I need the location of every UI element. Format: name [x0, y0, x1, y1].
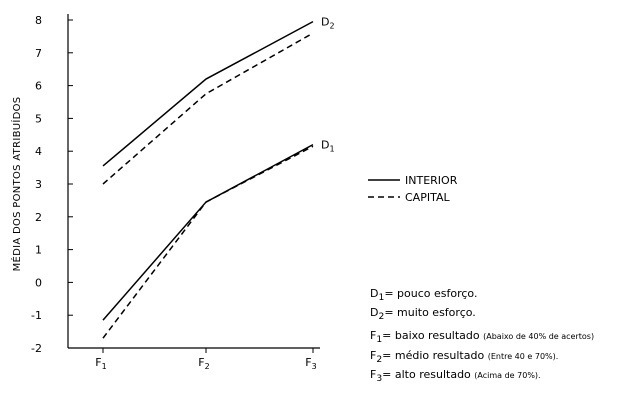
- y-tick-label: 2: [35, 211, 42, 224]
- y-tick-label: 7: [35, 47, 42, 60]
- y-axis-label: MÉDIA DOS PONTOS ATRIBUÍDOS: [10, 97, 23, 272]
- y-tick-label: 5: [35, 112, 42, 125]
- note-d2: D2= muito esforço.: [370, 306, 476, 323]
- note-f1: F1= baixo resultado (Abaixo de 40% de ac…: [370, 329, 595, 346]
- line-label-d2: D2: [321, 16, 335, 31]
- x-tick-label: F2: [198, 356, 209, 371]
- chart-axes: 8 7 6 5 4 3 2 1 0 -1 -2 F1 F2 F3 MÉDIA DOS PONTOS ATRI…: [10, 14, 320, 371]
- legend-label-interior: INTERIOR: [405, 174, 458, 187]
- y-tick-label: 0: [35, 276, 42, 289]
- x-tick-label: F3: [305, 356, 316, 371]
- y-tick-label: -1: [31, 309, 42, 322]
- series-line-d2-interior: [102, 20, 314, 167]
- y-tick-label: 4: [35, 145, 42, 158]
- y-tick-label: 3: [35, 178, 42, 191]
- series-line-d2-capital: [102, 32, 314, 185]
- note-d1: D1= pouco esforço.: [370, 287, 478, 304]
- note-f2: F2= médio resultado (Entre 40 e 70%).: [370, 348, 559, 365]
- y-tick-label: 6: [35, 80, 42, 93]
- series-layer: [102, 20, 314, 339]
- labels-layer: D2 D1: [321, 16, 335, 154]
- series-line-d1-capital: [102, 145, 314, 339]
- explanatory-notes: D1= pouco esforço. D2= muito esforço. F1…: [370, 286, 620, 386]
- x-tick-label: F1: [95, 356, 106, 371]
- legend-label-capital: CAPITAL: [405, 191, 450, 204]
- y-tick-label: -2: [31, 342, 42, 355]
- line-label-d1: D1: [321, 139, 335, 154]
- y-tick-label: 1: [35, 244, 42, 257]
- chart-legend: INTERIOR CAPITAL: [368, 174, 458, 204]
- series-line-d1-interior: [102, 143, 314, 321]
- note-f3: F3= alto resultado (Acima de 70%).: [370, 367, 541, 384]
- y-tick-label: 8: [35, 14, 42, 27]
